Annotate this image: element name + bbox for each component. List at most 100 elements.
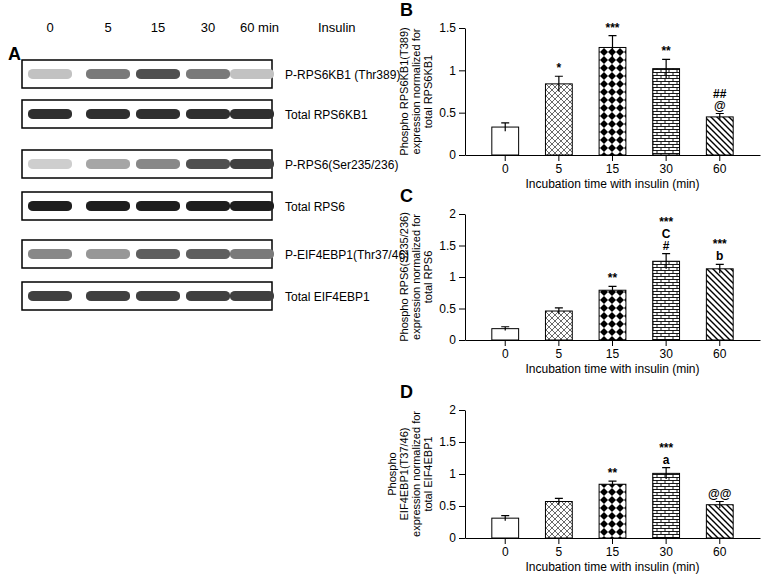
blot-band	[136, 291, 180, 301]
lane-label: 0	[46, 20, 53, 35]
blot-label: Total RPS6	[285, 200, 345, 214]
x-tick-mark	[505, 155, 506, 161]
y-tick: 1	[449, 270, 465, 284]
error-bar	[716, 114, 724, 121]
x-tick-mark	[719, 538, 720, 544]
x-tick: 30	[659, 340, 673, 361]
x-axis: 05153060	[466, 538, 761, 559]
y-axis-title: Phospho RPS6(S235/236)	[398, 212, 410, 342]
x-tick: 30	[659, 155, 673, 176]
x-axis-title: Incubation time with insulin (min)	[525, 177, 699, 191]
error-bar	[501, 327, 509, 331]
x-tick-mark	[558, 538, 559, 544]
error-bar	[662, 468, 670, 480]
blot-band	[230, 249, 274, 259]
blot-band	[86, 69, 130, 79]
blot-label: P-EIF4EBP1(Thr37/46)	[285, 248, 409, 262]
bar	[599, 47, 626, 155]
treatment-label: Insulin	[318, 20, 356, 35]
blot-band	[136, 159, 180, 169]
y-tick: 0.5	[439, 499, 465, 513]
significance-label: *	[557, 61, 562, 75]
axis-domain	[465, 411, 466, 539]
y-tick-mark	[459, 113, 465, 114]
y-tick: 0.5	[439, 302, 465, 316]
x-tick-mark	[719, 340, 720, 346]
axis-domain	[465, 215, 466, 341]
x-tick: 60	[713, 340, 727, 361]
blot-label: P-RPS6(Ser235/236)	[285, 158, 398, 172]
blot-band	[186, 109, 230, 119]
y-tick-label: 0	[449, 531, 456, 545]
y-tick: 2	[449, 207, 465, 221]
y-tick-label: 2	[449, 403, 456, 417]
error-bar	[555, 498, 563, 504]
x-tick-label: 15	[606, 162, 620, 176]
blot-band	[186, 201, 230, 211]
x-tick-label: 0	[502, 162, 509, 176]
blot-band	[230, 201, 274, 211]
figure: A05153060 minInsulinP-RPS6KB1 (Thr389)To…	[0, 0, 779, 579]
lane-label: 60 min	[240, 20, 279, 35]
y-axis-title: expression normalized for	[410, 214, 422, 340]
significance-label: **	[608, 466, 618, 480]
x-tick: 0	[502, 340, 509, 361]
bar	[706, 269, 733, 340]
axis-domain	[465, 29, 466, 156]
significance-label: **	[608, 271, 618, 285]
y-tick-mark	[459, 70, 465, 71]
y-axis-title: expression normalized for	[410, 411, 422, 537]
y-tick-mark	[459, 538, 465, 539]
significance-label: b	[716, 249, 723, 263]
bar	[545, 311, 572, 340]
y-axis: 0 0.5 1 1.5	[439, 21, 465, 162]
blot-band	[186, 159, 230, 169]
x-axis-title: Incubation time with insulin (min)	[525, 362, 699, 376]
blot-band	[28, 109, 72, 119]
bar	[599, 290, 626, 340]
error-bar	[609, 481, 617, 487]
y-axis-title: expression normalized for	[410, 28, 422, 154]
y-tick-label: 2	[449, 207, 456, 221]
y-tick: 0	[449, 148, 465, 162]
x-tick-mark	[558, 155, 559, 161]
y-tick: 1	[449, 64, 465, 78]
y-tick: 0	[449, 531, 465, 545]
significance-label: a	[663, 453, 670, 467]
blot-band	[230, 69, 274, 79]
y-tick-label: 0.5	[439, 499, 456, 513]
error-bar	[716, 502, 724, 508]
panel-label: B	[400, 0, 413, 20]
y-tick-mark	[459, 340, 465, 341]
x-tick-mark	[505, 340, 506, 346]
error-bar	[662, 254, 670, 269]
y-tick-mark	[459, 309, 465, 310]
blot-band	[186, 69, 230, 79]
x-tick: 30	[659, 538, 673, 559]
blot-band	[28, 291, 72, 301]
y-tick-mark	[459, 474, 465, 475]
error-bar	[609, 286, 617, 294]
bar	[545, 502, 572, 538]
y-tick-label: 1.5	[439, 239, 456, 253]
blot-band	[136, 201, 180, 211]
blot-label: Total RPS6KB1	[285, 108, 368, 122]
y-axis-title: total EIF4EBP1	[422, 436, 434, 511]
x-tick-mark	[612, 538, 613, 544]
panel-label: D	[400, 382, 413, 402]
blot-band	[28, 69, 72, 79]
plot-marks	[492, 36, 733, 155]
y-axis-title: total RPS6	[422, 251, 434, 304]
chart-panel: B******##@00.511.505153060Incubation tim…	[398, 0, 761, 191]
x-tick-label: 5	[556, 347, 563, 361]
y-tick: 0.5	[439, 106, 465, 120]
x-tick-mark	[719, 155, 720, 161]
lane-label: 30	[201, 20, 215, 35]
bar	[545, 84, 572, 155]
x-tick-label: 30	[659, 545, 673, 559]
x-tick: 5	[556, 538, 563, 559]
x-tick-mark	[612, 155, 613, 161]
y-tick-mark	[459, 155, 465, 156]
y-tick: 1.5	[439, 239, 465, 253]
y-tick-label: 1.5	[439, 21, 456, 35]
